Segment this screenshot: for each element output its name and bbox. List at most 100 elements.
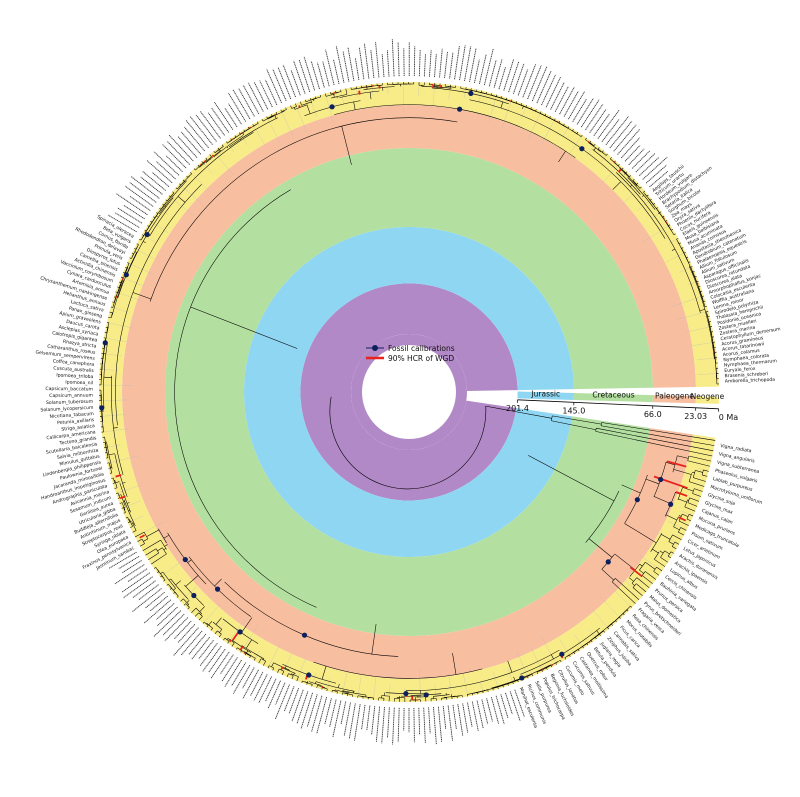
tree-branch [326,688,328,691]
tree-branch [306,682,308,685]
tree-branch [624,523,657,544]
tree-branch [485,405,552,419]
tip-label-filler [457,704,464,736]
tree-branch [137,538,143,542]
tip-label: Coffea_canephora [53,358,95,368]
tree-branch [601,425,715,446]
tree-branch [619,616,621,619]
tree-branch [564,657,567,660]
tip-guide [252,124,265,145]
tree-branch [274,115,277,119]
tip-label-filler [275,682,286,705]
tree-branch [642,575,653,584]
tip-label: Solanum_lycopersicum [40,405,94,414]
wgd-bar [662,217,665,220]
tip-label-filler [624,144,641,162]
tip-label-filler [589,109,607,134]
tree-branch [706,310,709,312]
tree-branch [321,666,327,680]
tree-arc [441,697,447,699]
tip-label-filler [168,134,194,162]
tree-arc [315,681,355,692]
tree-branch [190,306,298,349]
tree-branch [678,242,681,245]
tip-label-filler [609,120,633,149]
tip-label-filler [272,68,287,102]
tip-label-filler [198,639,214,660]
root-arc [329,396,487,490]
wgd-bar [239,645,244,651]
tree-branch [636,583,647,593]
tip-label-filler [576,98,594,125]
tree-branch [577,649,580,652]
tree-branch [680,527,687,531]
tip-label-filler [550,81,565,110]
tree-branch [515,101,518,104]
tree-branch [185,575,199,587]
tree-branch [551,654,554,660]
axis-line [517,399,719,410]
tree-branch [678,498,687,503]
tree-branch [296,676,299,682]
tree-branch [601,422,716,441]
tree-arc [342,690,367,696]
tree-branch [507,660,513,673]
tip-label-filler [447,705,453,741]
tip-guide [226,141,235,153]
tree-branch [686,256,689,259]
tree-arc [688,265,715,360]
tree-branch [186,175,189,178]
tree-arc [279,668,284,672]
tip-label-filler [322,61,330,87]
tree-arc [678,527,681,533]
tree-branch [300,101,302,106]
tree-branch [313,99,315,102]
wgd-bar [280,666,284,670]
tip-label-filler [433,707,437,745]
tree-branch [183,603,186,606]
tree-branch [659,211,662,214]
tip-label-filler [469,47,477,82]
tree-branch [325,93,327,97]
tree-arc [268,110,285,119]
tree-branch [295,103,297,107]
tip-label-filler [253,674,268,701]
calibration-node [403,690,409,697]
tip-label-filler [476,700,484,729]
tip-label-filler [231,662,247,687]
tree-branch [118,494,122,496]
tip-label-filler [471,701,479,731]
tip-guide [116,485,140,494]
tree-arc [313,661,483,679]
tip-label-filler [522,64,537,98]
tree-branch [176,595,179,598]
tree-branch [315,681,317,684]
tree-arc [589,620,615,642]
calibration-node [457,106,463,112]
tree-arc [597,148,605,155]
period-label-neogene: Neogene [691,392,725,401]
wgd-bar [200,163,202,166]
tree-branch [642,195,645,197]
tip-guide [565,134,583,160]
tip-label-filler [300,692,313,729]
tip-label-filler [563,91,579,117]
tip-ring [95,78,723,706]
tree-arc [206,623,213,629]
tip-label-filler [437,706,443,742]
tip-label: Nymphaea_colorata [723,353,770,364]
tip-label-filler [613,124,637,152]
tree-arc [115,184,202,426]
tree-branch [306,104,311,114]
tree-arc [181,175,191,185]
tip-label-filler [639,157,660,176]
tree-branch [512,681,514,684]
tip-label-filler [333,59,340,84]
tip-label-filler [361,704,366,730]
tree-arc [673,516,679,527]
tree-branch [673,233,676,236]
tree-branch [240,650,242,653]
tree-arc [106,441,113,469]
tree-branch [654,559,666,567]
